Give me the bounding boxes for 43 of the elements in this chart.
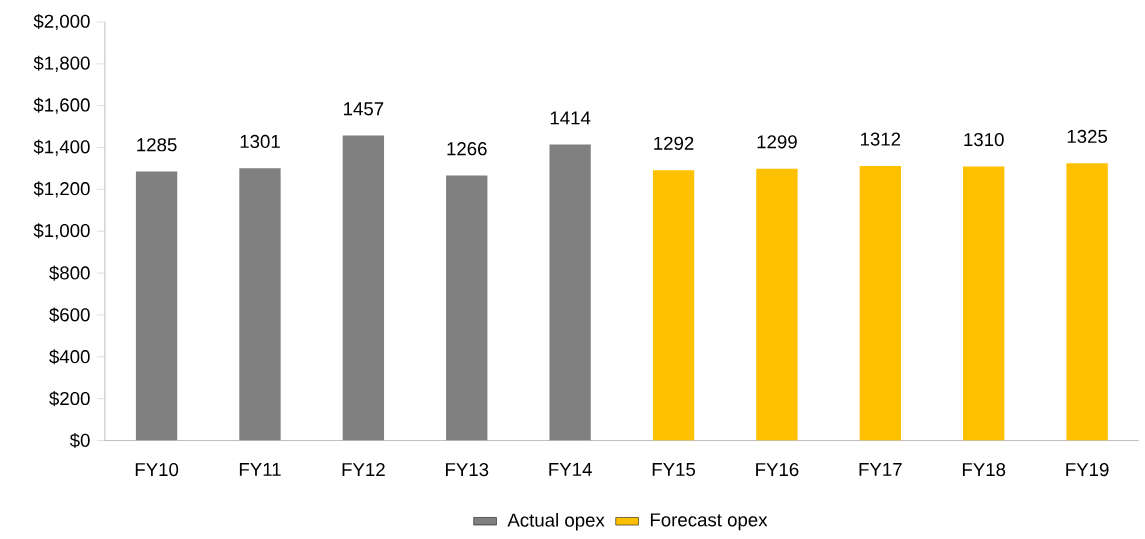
bar (652, 169, 695, 441)
bar (549, 144, 591, 441)
x-tick-label: FY19 (1066, 462, 1109, 476)
data-label: 1266 (447, 141, 487, 156)
x-tick-label: FY17 (859, 462, 902, 476)
legend-label: Forecast opex (650, 513, 768, 530)
bar (135, 171, 178, 441)
bar (1066, 163, 1108, 441)
y-tick-label: $800 (49, 265, 90, 281)
data-label: 1292 (654, 136, 694, 150)
bar (446, 175, 488, 441)
data-label: 1299 (757, 135, 797, 149)
x-tick-label: FY11 (239, 462, 281, 476)
y-tick-label: $200 (49, 390, 90, 407)
y-tick-label: $1,000 (33, 222, 90, 240)
data-label: 1312 (860, 132, 901, 146)
x-tick-label: FY18 (962, 462, 1006, 476)
bar (859, 165, 901, 441)
x-tick-label: FY16 (756, 462, 799, 476)
x-tick-label: FY13 (446, 462, 489, 476)
bar (239, 168, 281, 441)
bar (342, 135, 385, 441)
data-label: 1285 (137, 137, 177, 152)
bar (756, 168, 798, 441)
y-tick-label: $1,800 (33, 55, 90, 72)
data-label: 1457 (344, 102, 384, 116)
x-tick-label: FY15 (652, 462, 696, 476)
data-label: 1325 (1067, 129, 1108, 143)
y-tick-label: $400 (49, 349, 90, 365)
bar (963, 166, 1005, 441)
data-label: 1414 (550, 111, 591, 125)
y-tick-label: $1,200 (33, 181, 90, 198)
y-tick-label: $600 (49, 307, 90, 323)
y-tick-label: $2,000 (33, 13, 90, 30)
x-tick-label: FY12 (342, 462, 385, 476)
y-tick-label: $0 (69, 432, 90, 448)
data-label: 1301 (240, 134, 280, 148)
y-tick-label: $1,600 (33, 97, 90, 114)
data-label: 1310 (964, 132, 1004, 146)
x-tick-label: FY14 (549, 462, 592, 476)
x-tick-label: FY10 (135, 462, 179, 476)
y-tick-label: $1,400 (33, 139, 90, 156)
legend-label: Actual opex (507, 512, 605, 531)
